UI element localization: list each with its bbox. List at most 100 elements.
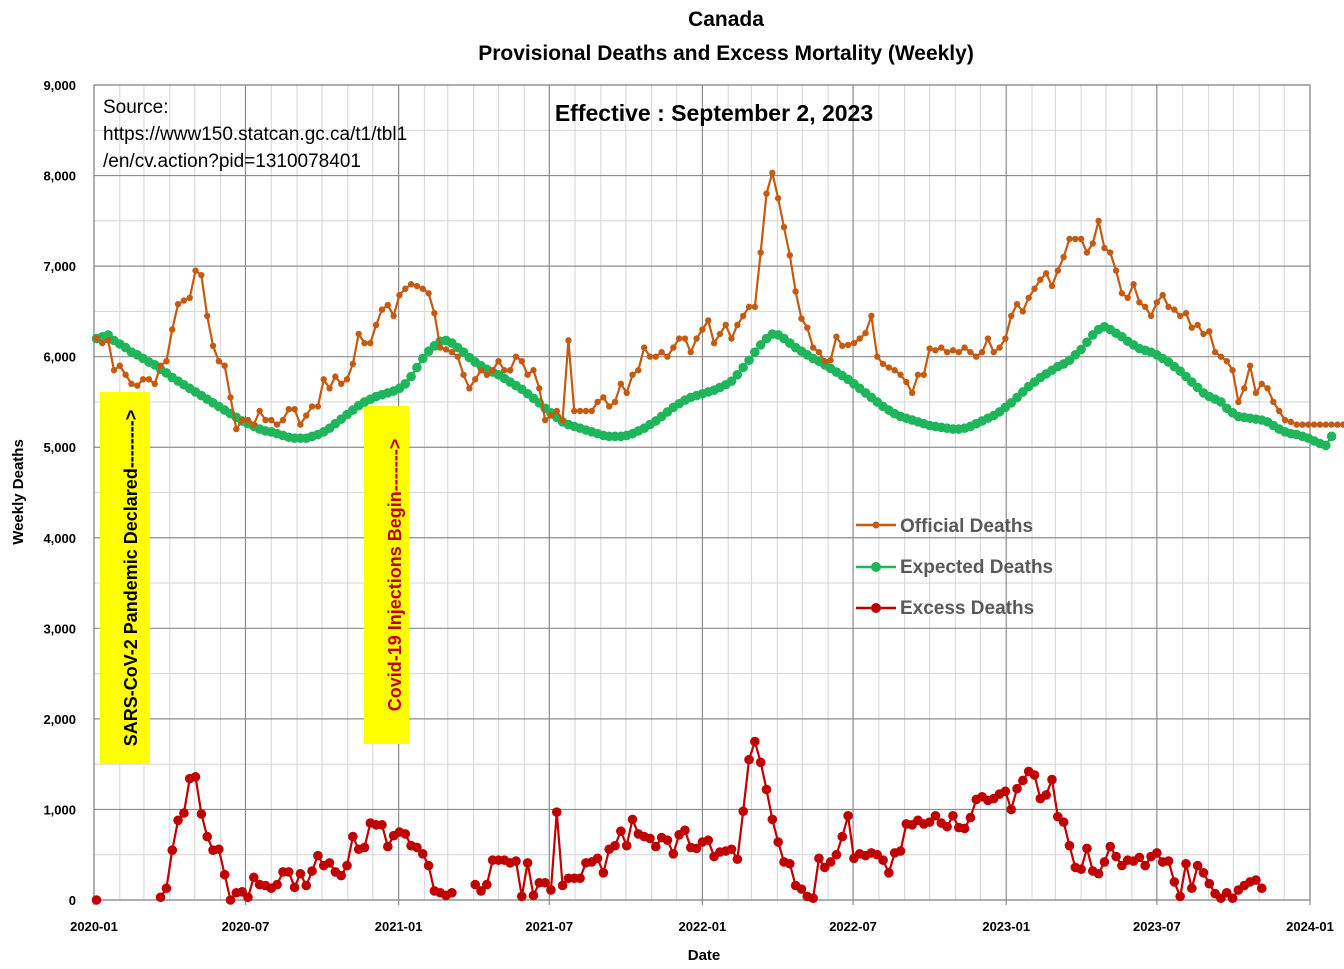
excess-deaths-point [272, 879, 282, 890]
excess-deaths-point [948, 810, 958, 821]
legend-item-excess-deaths: Excess Deaths [856, 598, 1034, 619]
excess-deaths-point [575, 873, 585, 884]
excess-deaths-point [616, 826, 626, 836]
expected-deaths-point [406, 371, 416, 382]
official-deaths-point [1287, 418, 1295, 426]
excess-deaths-point [1058, 817, 1069, 827]
excess-deaths-point [773, 837, 783, 847]
official-deaths-point [454, 353, 461, 360]
official-deaths-point [1328, 421, 1335, 428]
excess-deaths-point [324, 858, 335, 868]
x-tick-label: 2020-07 [222, 919, 270, 934]
excess-deaths-point [732, 854, 743, 865]
excess-deaths-point [1175, 891, 1185, 902]
official-deaths-point [973, 353, 980, 360]
excess-deaths-point [412, 842, 422, 853]
official-deaths-point [978, 348, 986, 356]
official-deaths-point [658, 348, 665, 356]
official-deaths-point [1316, 421, 1324, 428]
official-deaths-point [780, 223, 788, 231]
excess-deaths-point [755, 757, 766, 768]
excess-deaths-point [1000, 786, 1011, 797]
excess-deaths-point [1076, 864, 1086, 875]
official-deaths-point [611, 398, 619, 406]
excess-deaths-point [1198, 868, 1209, 878]
excess-deaths-point [417, 849, 428, 859]
official-deaths-point [1229, 367, 1236, 374]
y-tick-label: 6,000 [43, 350, 76, 365]
excess-deaths-point [196, 809, 207, 819]
official-deaths-point [1159, 291, 1166, 299]
excess-deaths-point [703, 835, 714, 846]
y-axis-ticks: 0 1,000 2,000 3,000 4,000 5,000 6,000 7,000 8,00… [43, 78, 76, 908]
source-line: https://www150.statcan.gc.ca/t1/tbl1 [103, 124, 407, 145]
official-deaths-point [571, 407, 578, 415]
official-deaths-point [675, 335, 683, 342]
official-deaths-point [751, 303, 759, 311]
official-deaths-point [1211, 348, 1219, 356]
excess-deaths-point [1041, 790, 1051, 800]
legend-label: Expected Deaths [900, 557, 1053, 578]
excess-deaths-point [668, 849, 679, 859]
excess-deaths-point [598, 868, 609, 878]
official-deaths-point [343, 376, 351, 383]
official-deaths-point [256, 407, 263, 415]
excess-deaths-point [400, 829, 411, 839]
official-deaths-point [221, 362, 228, 369]
excess-deaths-point [627, 814, 638, 825]
x-tick-label: 2022-01 [679, 919, 727, 934]
official-deaths-point [536, 385, 543, 392]
excess-deaths-point [785, 858, 795, 869]
annotation-1: SARS-CoV-2 Pandemic Declared--------> [100, 392, 150, 764]
y-tick-label: 9,000 [43, 78, 76, 93]
excess-deaths-point [1134, 852, 1145, 863]
official-deaths-point [285, 405, 292, 413]
excess-deaths-point [610, 840, 620, 851]
official-deaths-point [1200, 330, 1207, 338]
official-deaths-point [1281, 416, 1289, 424]
official-deaths-point [640, 344, 648, 351]
excess-deaths-point [825, 857, 836, 867]
official-deaths-point [547, 412, 555, 419]
excess-deaths-point [831, 849, 842, 860]
excess-deaths-point [1152, 848, 1162, 858]
official-deaths-point [635, 367, 642, 374]
official-deaths-point [1013, 300, 1021, 308]
official-deaths-point [582, 407, 590, 415]
excess-deaths-point [1064, 840, 1075, 851]
official-deaths-point [238, 416, 246, 424]
excess-deaths-point [767, 814, 778, 825]
y-tick-label: 8,000 [43, 169, 76, 184]
y-tick-label: 4,000 [43, 531, 76, 546]
expected-deaths-point [726, 376, 737, 386]
excess-deaths-point [1018, 775, 1028, 786]
official-deaths-point [1194, 321, 1201, 329]
official-deaths-point [1130, 281, 1137, 288]
official-deaths-point [1310, 421, 1318, 428]
excess-deaths-point [680, 825, 690, 836]
official-deaths-point [477, 367, 485, 374]
official-deaths-point [769, 169, 776, 177]
excess-deaths-point [930, 810, 941, 821]
y-tick-label: 7,000 [43, 259, 76, 274]
series-expected-deaths [91, 321, 1337, 451]
official-deaths-point [786, 252, 794, 259]
official-deaths-point [1276, 407, 1283, 415]
official-deaths-point [1182, 310, 1190, 317]
official-deaths-point [1252, 389, 1260, 397]
excess-deaths-point [551, 807, 562, 817]
excess-deaths-point [470, 879, 481, 890]
excess-deaths-point [1099, 857, 1110, 867]
official-deaths-point [233, 425, 240, 433]
excess-deaths-point [744, 754, 754, 765]
excess-deaths-point [307, 866, 317, 876]
excess-deaths-point [190, 772, 201, 782]
excess-deaths-point [214, 844, 224, 855]
x-tick-label: 2023-07 [1133, 919, 1181, 934]
official-deaths-point [518, 357, 526, 365]
official-deaths-point [151, 380, 158, 388]
official-deaths-point [809, 344, 817, 351]
official-deaths-point [868, 312, 875, 320]
official-deaths-point [955, 348, 962, 356]
excess-deaths-point [1029, 770, 1040, 780]
